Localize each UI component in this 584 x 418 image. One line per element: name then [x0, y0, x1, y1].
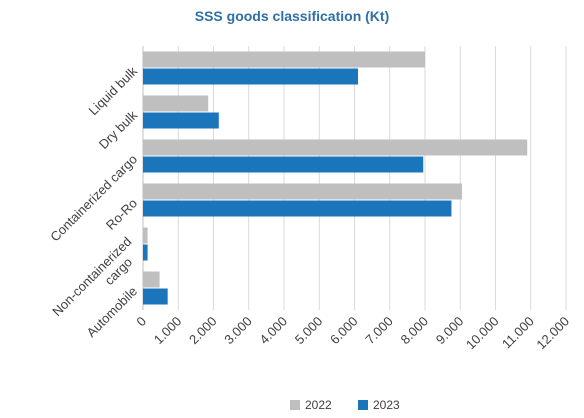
x-tick-label: 5.000 — [292, 314, 326, 348]
x-tick-label: 2.000 — [186, 314, 220, 348]
bar-2022-0 — [143, 52, 425, 68]
x-tick-label: 4.000 — [257, 314, 291, 348]
category-label-line: Dry bulk — [96, 107, 141, 152]
x-tick-label: 10.000 — [463, 314, 502, 353]
x-tick-label: 7.000 — [362, 314, 396, 348]
x-tick-label: 9.000 — [433, 314, 467, 348]
legend-swatch-2023 — [358, 400, 368, 410]
category-label-line: Ro-Ro — [103, 196, 140, 233]
x-tick-label: 12.000 — [533, 314, 572, 353]
bar-2023-1 — [143, 113, 219, 129]
x-tick-label: 1.000 — [151, 314, 185, 348]
legend-label-2022: 2022 — [305, 398, 332, 412]
bar-2022-4 — [143, 228, 148, 244]
bar-2023-3 — [143, 201, 451, 217]
bar-2022-2 — [143, 140, 527, 156]
category-label: Automobile — [84, 284, 141, 341]
legend-label-2023: 2023 — [373, 398, 400, 412]
bar-2022-5 — [143, 272, 160, 288]
category-label: Liquid bulk — [86, 63, 141, 118]
x-tick-label: 11.000 — [499, 314, 537, 352]
legend-swatch-2022 — [290, 400, 300, 410]
category-label: Ro-Ro — [103, 196, 140, 233]
x-tick-label: 8.000 — [398, 314, 432, 348]
category-label-line: Liquid bulk — [86, 63, 141, 118]
bar-2023-2 — [143, 157, 423, 173]
bar-2023-5 — [143, 289, 168, 305]
bar-2023-0 — [143, 69, 358, 85]
bar-2022-3 — [143, 184, 462, 200]
bar-2023-4 — [143, 245, 148, 261]
x-tick-label: 0 — [133, 314, 149, 330]
category-label: Dry bulk — [96, 107, 141, 152]
bar-2022-1 — [143, 96, 208, 112]
x-tick-label: 3.000 — [221, 314, 255, 348]
x-tick-label: 6.000 — [327, 314, 361, 348]
category-label-line: Automobile — [84, 284, 141, 341]
